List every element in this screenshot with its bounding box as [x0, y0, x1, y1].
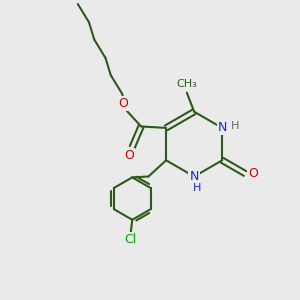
Text: H: H: [193, 183, 201, 193]
Text: O: O: [118, 97, 128, 110]
Text: N: N: [190, 170, 199, 183]
Text: Cl: Cl: [125, 233, 137, 246]
Text: N: N: [218, 122, 227, 134]
Text: O: O: [248, 167, 258, 180]
Text: H: H: [230, 121, 239, 130]
Text: O: O: [124, 148, 134, 161]
Text: CH₃: CH₃: [176, 79, 197, 89]
